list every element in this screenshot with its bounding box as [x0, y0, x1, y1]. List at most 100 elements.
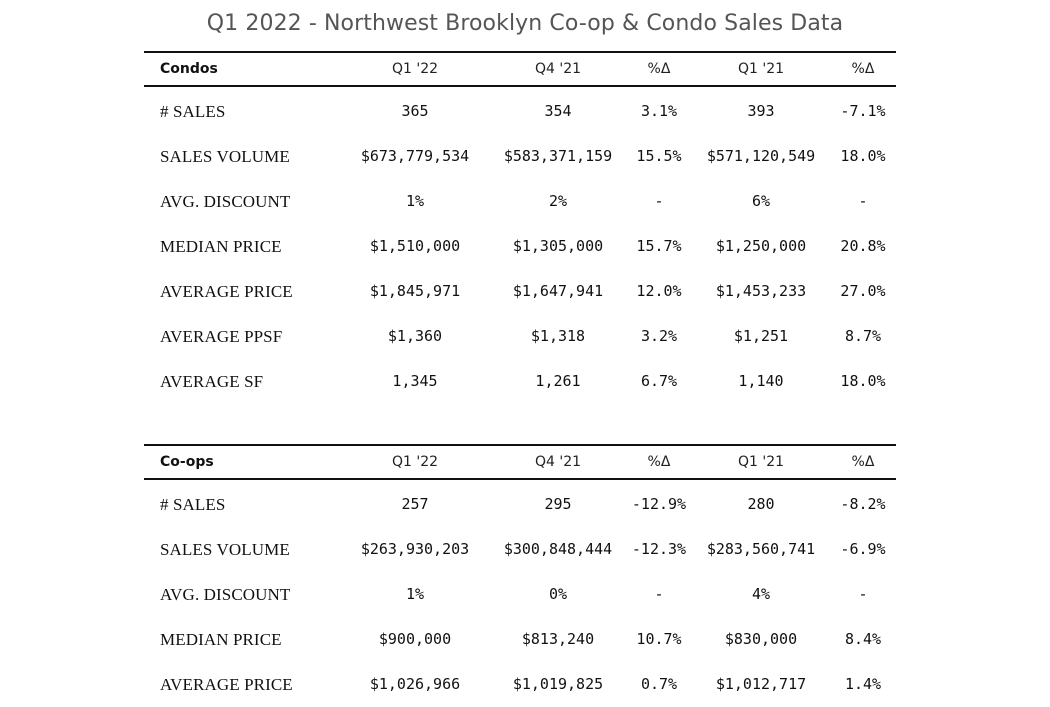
value-q1-21: $571,120,549	[706, 147, 816, 165]
value-pct-change-qoq: -12.3%	[631, 540, 687, 558]
value-q1-21: $1,251	[733, 327, 789, 345]
table-row: MEDIAN PRICE $1,510,000 $1,305,000 15.7%…	[144, 224, 896, 269]
page-title: Q1 2022 - Northwest Brooklyn Co-op & Con…	[206, 11, 844, 36]
row-label: AVG. DISCOUNT	[160, 192, 291, 211]
value-q1-21: $1,453,233	[715, 282, 807, 300]
value-pct-change-qoq: -	[654, 192, 664, 210]
row-label: SALES VOLUME	[160, 147, 290, 166]
coops-table: Co-ops Q1 '22 Q4 '21 %Δ Q1 '21 %Δ # SALE…	[144, 444, 896, 707]
table-row: AVERAGE PRICE $1,026,966 $1,019,825 0.7%…	[144, 662, 896, 707]
condos-header-row: Condos Q1 '22 Q4 '21 %Δ Q1 '21 %Δ	[144, 51, 896, 87]
value-q4-21: $813,240	[521, 630, 595, 648]
value-pct-change-qoq: -12.9%	[631, 495, 687, 513]
value-pct-change-yoy: 20.8%	[840, 237, 886, 255]
value-q1-22: 257	[401, 495, 429, 513]
value-q4-21: 0%	[548, 585, 568, 603]
value-q1-22: $1,510,000	[369, 237, 461, 255]
value-pct-change-yoy: 27.0%	[840, 282, 886, 300]
header-pct-change-yoy: %Δ	[851, 61, 875, 77]
value-pct-change-yoy: 18.0%	[840, 147, 886, 165]
table-row: SALES VOLUME $673,779,534 $583,371,159 1…	[144, 134, 896, 179]
value-pct-change-qoq: 0.7%	[640, 675, 678, 693]
value-q1-21: $1,250,000	[715, 237, 807, 255]
table-row: # SALES 365 354 3.1% 393 -7.1%	[144, 89, 896, 134]
row-label: MEDIAN PRICE	[160, 630, 282, 649]
coops-header-row: Co-ops Q1 '22 Q4 '21 %Δ Q1 '21 %Δ	[144, 444, 896, 480]
header-pct-change-qoq: %Δ	[647, 61, 671, 77]
row-label: # SALES	[160, 495, 226, 514]
value-q1-21: 1,140	[738, 372, 784, 390]
header-q4-21: Q4 '21	[534, 61, 582, 77]
value-pct-change-qoq: 12.0%	[636, 282, 682, 300]
value-q4-21: 295	[544, 495, 572, 513]
value-q4-21: 354	[544, 102, 572, 120]
table-row: SALES VOLUME $263,930,203 $300,848,444 -…	[144, 527, 896, 572]
table-row: # SALES 257 295 -12.9% 280 -8.2%	[144, 482, 896, 527]
value-pct-change-yoy: -6.9%	[840, 540, 886, 558]
header-q1-22: Q1 '22	[391, 61, 439, 77]
row-label: MEDIAN PRICE	[160, 237, 282, 256]
row-label: AVERAGE SF	[160, 372, 264, 391]
header-pct-change-qoq: %Δ	[647, 454, 671, 470]
header-q1-22: Q1 '22	[391, 454, 439, 470]
value-q1-21: 280	[747, 495, 775, 513]
value-pct-change-yoy: 8.7%	[844, 327, 882, 345]
row-label: AVERAGE PRICE	[160, 675, 293, 694]
table-row: AVERAGE PRICE $1,845,971 $1,647,941 12.0…	[144, 269, 896, 314]
value-q1-21: 4%	[751, 585, 771, 603]
value-q1-22: 1%	[405, 192, 425, 210]
row-label: SALES VOLUME	[160, 540, 290, 559]
table-row: AVERAGE PPSF $1,360 $1,318 3.2% $1,251 8…	[144, 314, 896, 359]
value-pct-change-qoq: 6.7%	[640, 372, 678, 390]
value-q1-22: $900,000	[378, 630, 452, 648]
value-q1-22: $1,026,966	[369, 675, 461, 693]
value-q4-21: 1,261	[535, 372, 581, 390]
value-q1-22: 1,345	[392, 372, 438, 390]
header-q4-21: Q4 '21	[534, 454, 582, 470]
value-q4-21: 2%	[548, 192, 568, 210]
value-pct-change-yoy: -8.2%	[840, 495, 886, 513]
value-q1-22: 365	[401, 102, 429, 120]
row-label: AVERAGE PPSF	[160, 327, 283, 346]
value-q1-21: 6%	[751, 192, 771, 210]
table-row: AVG. DISCOUNT 1% 0% - 4% -	[144, 572, 896, 617]
value-pct-change-qoq: 15.5%	[636, 147, 682, 165]
value-q1-22: $263,930,203	[360, 540, 470, 558]
header-pct-change-yoy: %Δ	[851, 454, 875, 470]
value-q4-21: $1,019,825	[512, 675, 604, 693]
value-q1-22: $1,845,971	[369, 282, 461, 300]
value-pct-change-yoy: 8.4%	[844, 630, 882, 648]
header-q1-21: Q1 '21	[737, 454, 785, 470]
value-pct-change-yoy: -	[858, 192, 868, 210]
value-pct-change-qoq: 15.7%	[636, 237, 682, 255]
value-pct-change-qoq: 10.7%	[636, 630, 682, 648]
value-pct-change-qoq: 3.1%	[640, 102, 678, 120]
value-q1-21: $283,560,741	[706, 540, 816, 558]
value-q1-22: $1,360	[387, 327, 443, 345]
coops-section-label: Co-ops	[160, 454, 214, 470]
value-q1-21: $830,000	[724, 630, 798, 648]
value-pct-change-yoy: -7.1%	[840, 102, 886, 120]
table-row: MEDIAN PRICE $900,000 $813,240 10.7% $83…	[144, 617, 896, 662]
value-q4-21: $583,371,159	[503, 147, 613, 165]
value-pct-change-yoy: 1.4%	[844, 675, 882, 693]
value-pct-change-qoq: 3.2%	[640, 327, 678, 345]
value-q4-21: $1,305,000	[512, 237, 604, 255]
header-q1-21: Q1 '21	[737, 61, 785, 77]
value-q1-22: $673,779,534	[360, 147, 470, 165]
condos-section-label: Condos	[160, 61, 218, 77]
table-row: AVG. DISCOUNT 1% 2% - 6% -	[144, 179, 896, 224]
value-pct-change-yoy: 18.0%	[840, 372, 886, 390]
condos-table: Condos Q1 '22 Q4 '21 %Δ Q1 '21 %Δ # SALE…	[144, 51, 896, 404]
value-pct-change-qoq: -	[654, 585, 664, 603]
value-q4-21: $1,647,941	[512, 282, 604, 300]
value-q4-21: $300,848,444	[503, 540, 613, 558]
value-q1-21: $1,012,717	[715, 675, 807, 693]
value-q4-21: $1,318	[530, 327, 586, 345]
row-label: AVERAGE PRICE	[160, 282, 293, 301]
table-row: AVERAGE SF 1,345 1,261 6.7% 1,140 18.0%	[144, 359, 896, 404]
value-pct-change-yoy: -	[858, 585, 868, 603]
value-q1-21: 393	[747, 102, 775, 120]
value-q1-22: 1%	[405, 585, 425, 603]
row-label: AVG. DISCOUNT	[160, 585, 291, 604]
